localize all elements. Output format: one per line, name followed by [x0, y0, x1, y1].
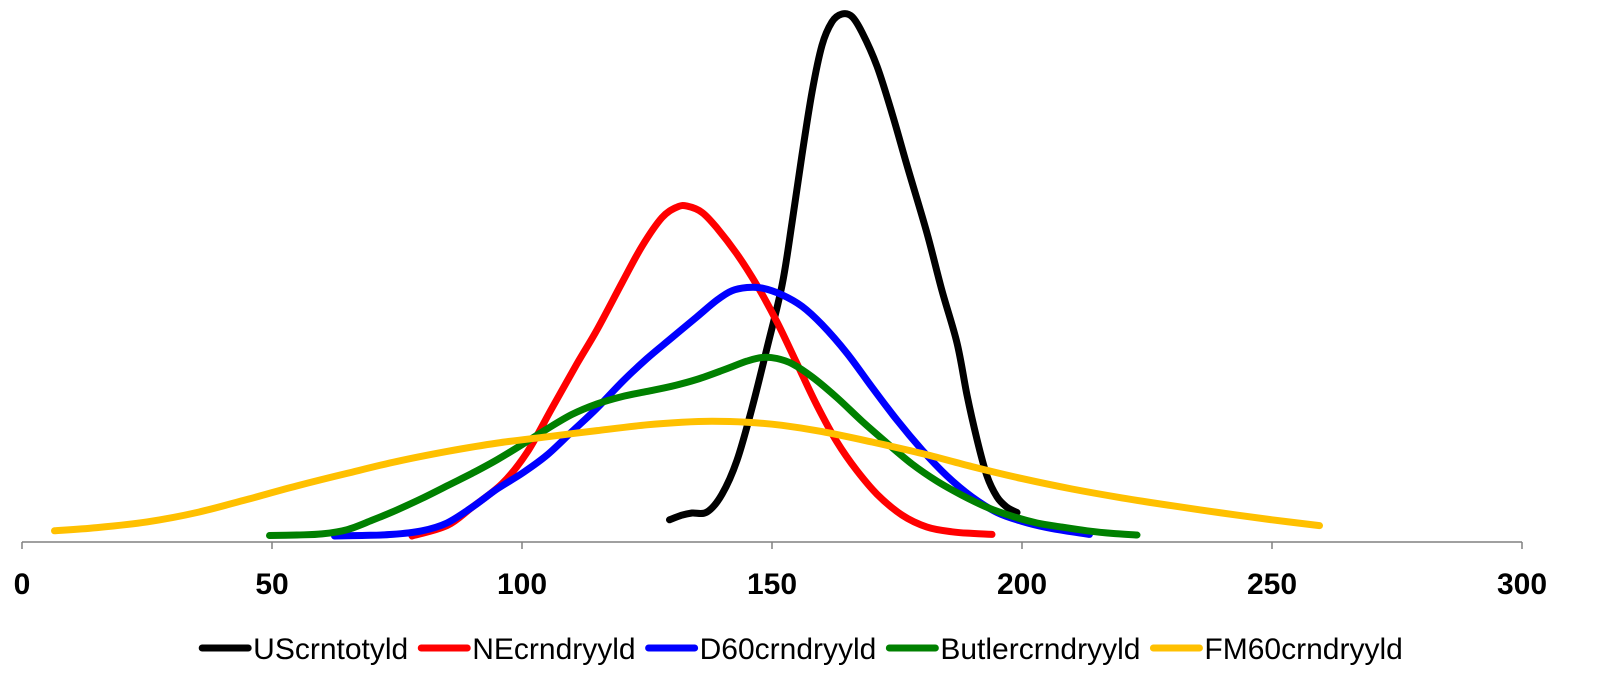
x-tick-label: 50: [255, 568, 288, 601]
legend-label: D60crndryyld: [700, 633, 877, 666]
legend: UScrntotyld NEcrndryyld D60crndryyld Butler…: [198, 633, 1403, 666]
x-tick-label: 0: [14, 568, 31, 601]
series-group: [51, 10, 1323, 540]
legend-label: NEcrndryyld: [472, 633, 635, 666]
x-axis-ticks: 0 50 100 150 200 250 300: [14, 542, 1547, 601]
series-line-d60crndryyld: [331, 283, 1093, 540]
x-tick-label: 200: [997, 568, 1047, 601]
series-line-uscrntotyld: [666, 10, 1021, 524]
x-tick-label: 250: [1247, 568, 1297, 601]
x-tick-label: 300: [1497, 568, 1547, 601]
legend-label: UScrntotyld: [253, 633, 408, 666]
series-line-butlercrndryyld: [266, 353, 1141, 539]
legend-label: Butlercrndryyld: [940, 633, 1140, 666]
legend-label: FM60crndryyld: [1204, 633, 1402, 666]
series-line-fm60crndryyld: [51, 417, 1323, 535]
x-tick-label: 150: [747, 568, 797, 601]
x-tick-label: 100: [497, 568, 547, 601]
